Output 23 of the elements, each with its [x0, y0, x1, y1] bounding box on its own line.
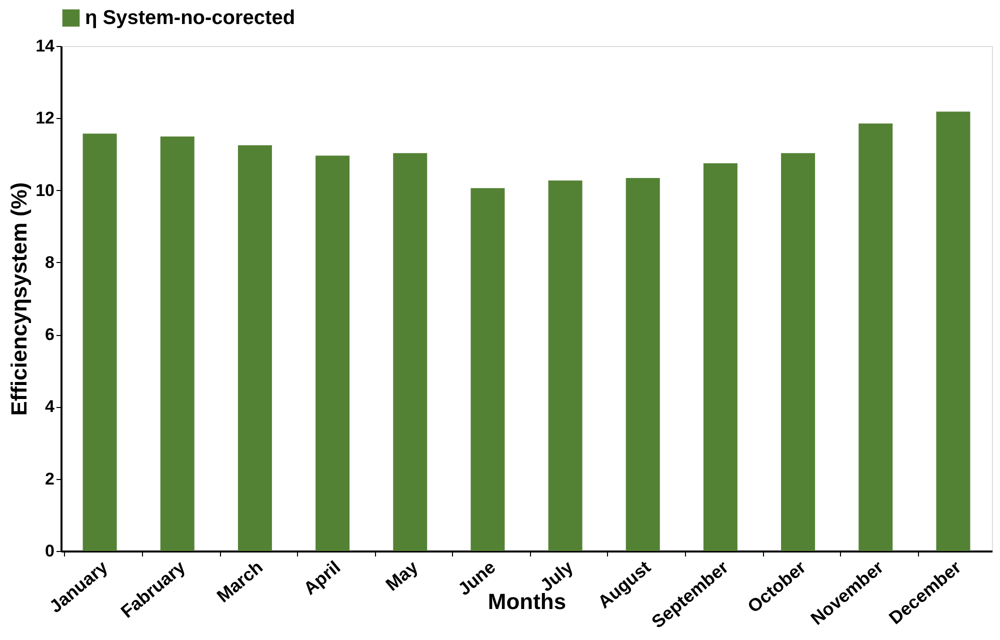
bar: [703, 163, 738, 551]
bar: [393, 153, 428, 551]
y-tick-label: 12: [36, 108, 54, 128]
bar: [160, 136, 194, 551]
bar: [316, 156, 350, 551]
y-tick-label: 6: [45, 325, 54, 344]
bar: [548, 180, 582, 551]
bar: [82, 134, 117, 551]
bar: [936, 112, 970, 551]
y-tick-label: 10: [36, 180, 54, 200]
y-tick-label: 2: [45, 469, 54, 488]
legend-label: η System-no-corected: [85, 7, 296, 29]
bar: [858, 124, 893, 551]
y-axis-title: Efficiencyηsystem (%): [6, 182, 32, 416]
bar: [470, 188, 505, 551]
y-tick-label: 0: [45, 542, 54, 560]
x-tick-label: May: [382, 556, 422, 595]
bar: [238, 145, 272, 551]
bar: [626, 178, 660, 551]
y-tick-label: 4: [45, 397, 56, 416]
y-tick-label: 8: [45, 252, 54, 272]
y-tick-label: 14: [36, 36, 56, 56]
bar: [781, 153, 816, 551]
